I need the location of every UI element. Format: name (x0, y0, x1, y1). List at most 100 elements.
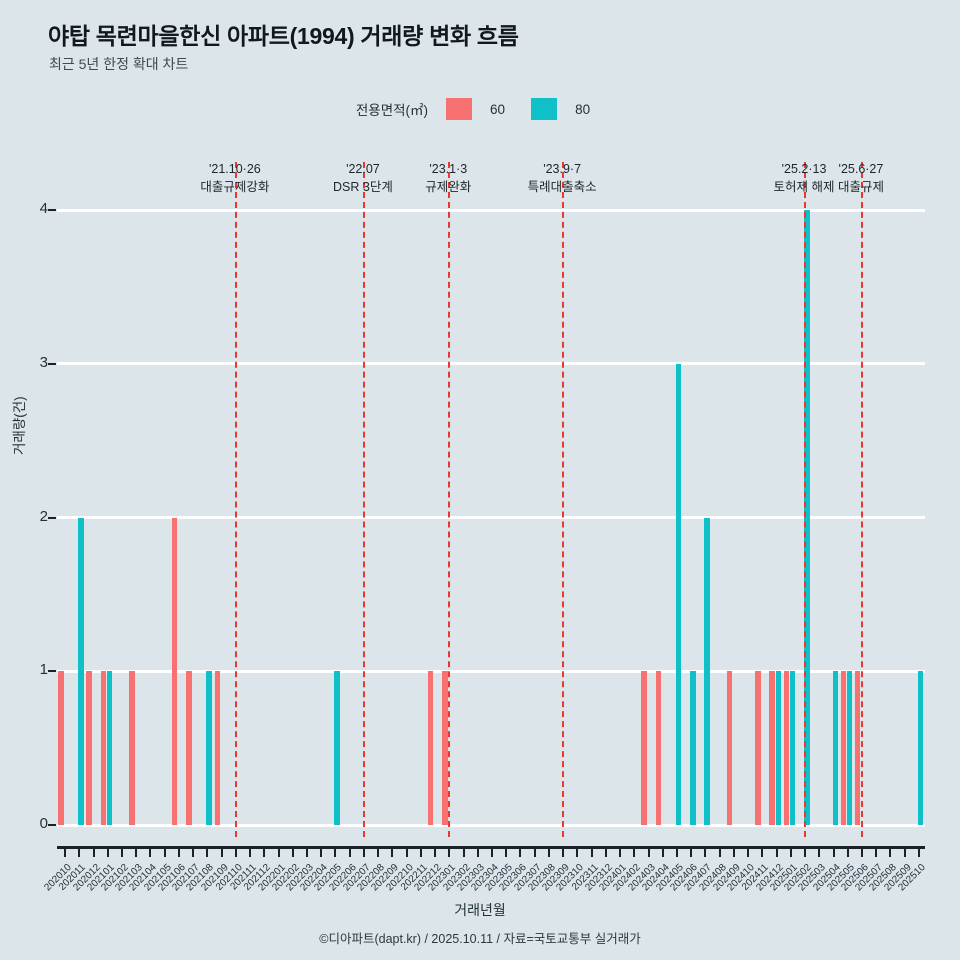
x-axis-tick (747, 846, 750, 857)
y-axis-tick (48, 824, 56, 826)
x-axis-tick (604, 846, 607, 857)
bar (917, 671, 924, 825)
x-axis-tick (860, 846, 863, 857)
annotation-label: '23.1·3 규제완화 (425, 160, 471, 196)
bar (171, 517, 178, 825)
x-axis-tick (92, 846, 95, 857)
page-title: 야탑 목련마을한신 아파트(1994) 거래량 변화 흐름 (48, 23, 519, 49)
bar (789, 671, 796, 825)
x-axis-tick (220, 846, 223, 857)
annotation-label: '23.9·7 특례대출축소 (528, 160, 597, 196)
x-axis-tick (576, 846, 579, 857)
annotation-text: 토허제 해제 (773, 180, 835, 195)
x-axis-tick (362, 846, 365, 857)
x-axis-tick (434, 846, 437, 857)
x-axis-tick (234, 846, 237, 857)
legend-title: 전용면적(㎡) (355, 103, 429, 118)
y-axis-tick-label: 0 (39, 815, 48, 832)
x-axis-tick (419, 846, 422, 857)
x-axis-tick (519, 846, 522, 857)
bar (769, 671, 775, 825)
y-axis-tick (48, 209, 56, 211)
x-axis-tick (64, 846, 67, 857)
gridline (57, 362, 925, 366)
x-axis-tick (263, 846, 266, 857)
annotation-label: '25.6·27 대출규제 (838, 160, 884, 196)
annotation-date: '23.1·3 (429, 162, 468, 176)
x-axis-tick (832, 846, 835, 857)
bar (783, 671, 790, 825)
bar (214, 671, 221, 825)
x-axis-tick (320, 846, 323, 857)
x-axis-tick (533, 846, 536, 857)
annotation-line (448, 162, 451, 837)
annotation-line (234, 162, 237, 837)
x-axis-tick (661, 846, 664, 857)
annotation-line (860, 162, 863, 837)
bar (100, 671, 107, 825)
y-axis-tick (48, 516, 56, 519)
x-axis-tick (163, 846, 166, 857)
bar (804, 210, 810, 825)
annotation-line (804, 162, 807, 837)
x-axis-tick (818, 846, 821, 857)
x-axis-tick (804, 846, 807, 857)
bar (186, 671, 192, 825)
bar (427, 671, 434, 825)
x-axis-tick (633, 846, 636, 857)
chart-legend: 전용면적(㎡) 60 80 (0, 98, 960, 120)
x-axis-tick (391, 846, 394, 857)
bar (832, 671, 839, 825)
bar (129, 671, 135, 825)
x-axis-tick (875, 846, 878, 857)
x-axis-tick (903, 846, 906, 857)
x-axis-tick (846, 846, 849, 857)
annotation-line (562, 162, 565, 837)
annotation-line (362, 162, 365, 837)
bar (655, 671, 662, 825)
bar (846, 671, 853, 825)
x-axis-tick (547, 846, 550, 857)
x-axis-tick (192, 846, 195, 857)
legend-swatch-80 (531, 98, 558, 120)
x-axis-tick (917, 846, 920, 857)
x-axis-tick (491, 846, 493, 857)
gridline (57, 516, 925, 519)
bar (755, 671, 761, 825)
bar (334, 671, 340, 825)
gridline (57, 823, 925, 827)
x-axis-tick (505, 846, 508, 857)
x-axis-tick (462, 846, 465, 857)
bar (78, 517, 84, 825)
x-axis-tick (448, 846, 451, 857)
legend-label-80: 80 (575, 101, 591, 117)
annotation-date: '25.2·13 (781, 162, 827, 176)
annotation-text: 대출규제강화 (200, 180, 270, 195)
bar (206, 671, 212, 825)
bar (57, 671, 64, 825)
x-axis-tick (761, 846, 764, 857)
y-axis-tick-label: 2 (39, 507, 48, 525)
x-axis-tick (78, 846, 81, 857)
x-axis-tick (206, 846, 209, 857)
x-axis-tick (149, 846, 152, 857)
annotation-label: '22.07 DSR 3단계 (333, 160, 393, 196)
x-axis-tick (476, 846, 479, 857)
x-axis-tick (562, 846, 565, 857)
x-axis-tick (348, 846, 351, 857)
x-axis-tick (291, 846, 294, 857)
x-axis-tick (704, 846, 707, 857)
bar (854, 671, 861, 825)
x-axis-tick (249, 846, 252, 857)
x-axis-tick (789, 846, 792, 857)
x-axis-tick (775, 846, 778, 857)
x-axis-tick (590, 846, 593, 857)
annotation-date: '23.9·7 (543, 162, 582, 176)
bar (840, 671, 847, 825)
x-axis-tick (277, 846, 280, 857)
x-axis-tick (690, 846, 693, 857)
annotation-label: '25.2·13 토허제 해제 (774, 160, 835, 196)
x-axis-tick (334, 846, 337, 857)
x-axis-tick (377, 846, 380, 857)
x-axis-tick (647, 846, 650, 857)
